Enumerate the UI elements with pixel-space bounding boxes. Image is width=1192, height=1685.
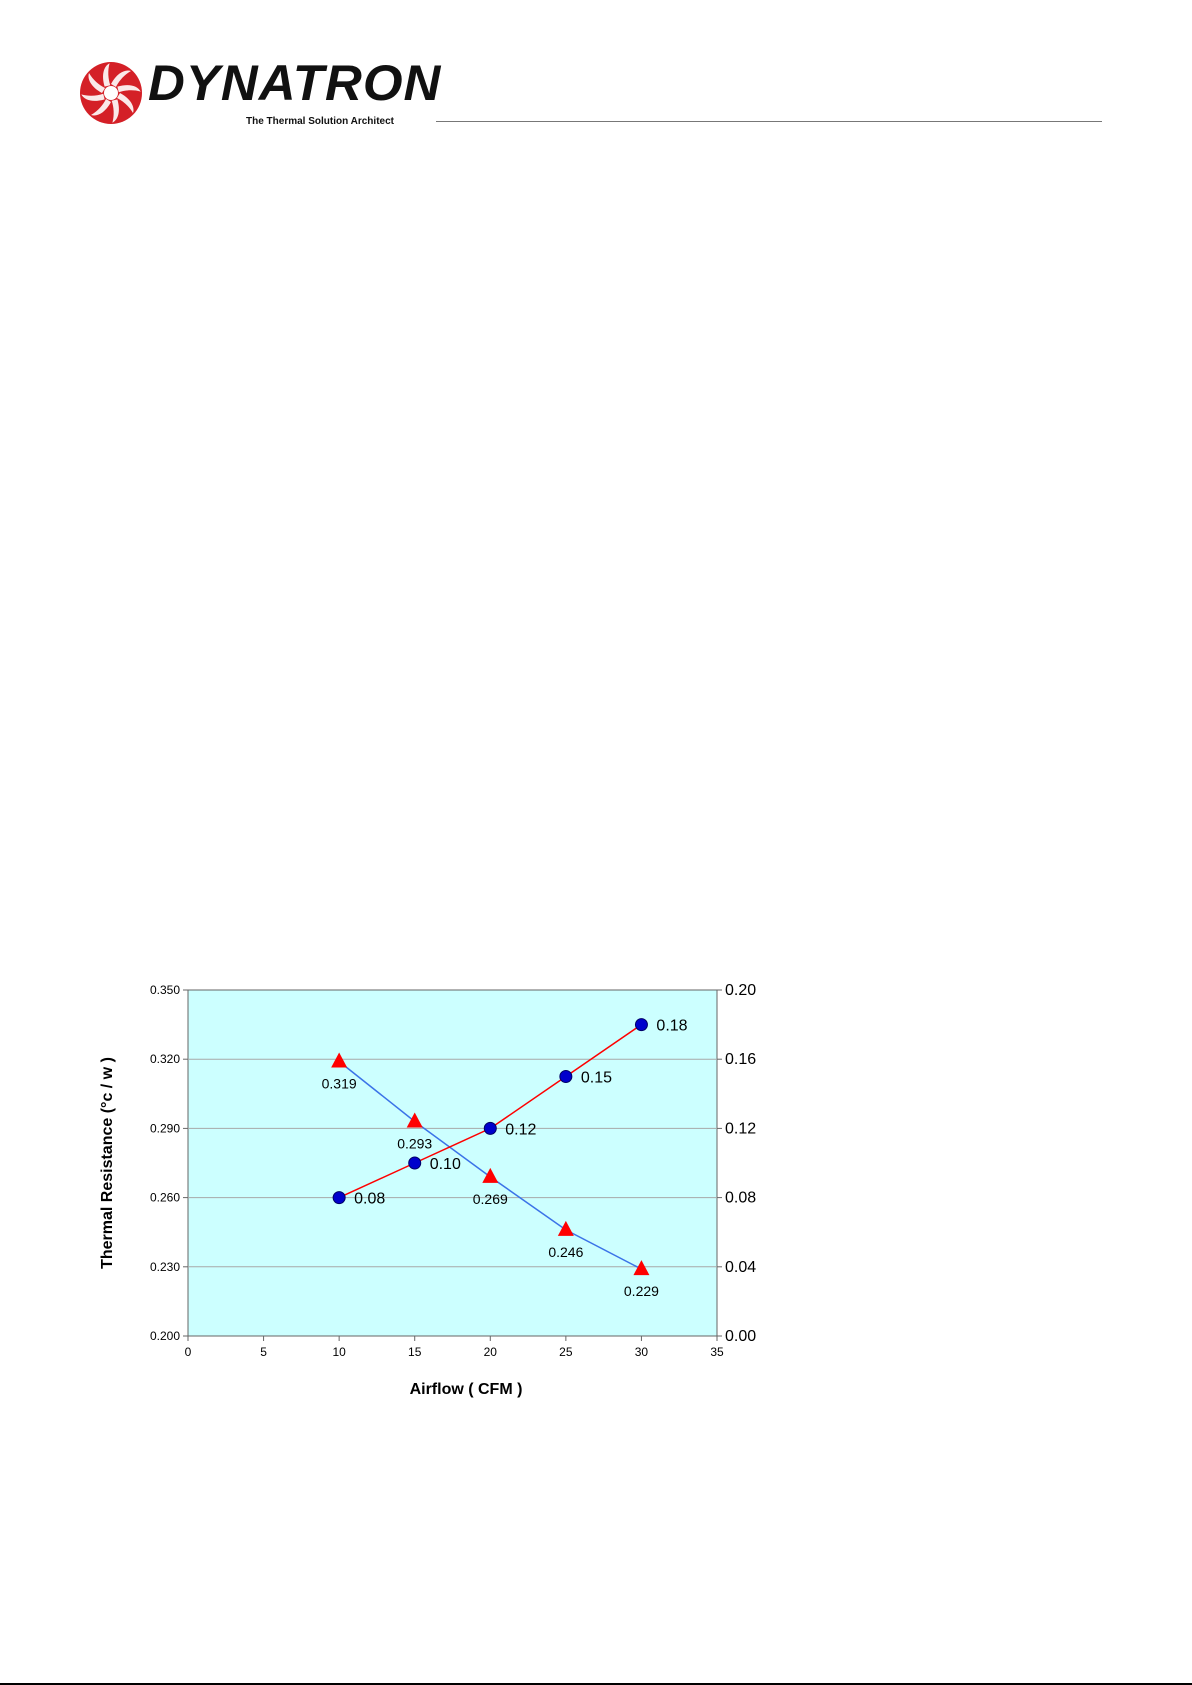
data-label: 0.293 — [397, 1135, 432, 1151]
y-tick-label: 0.260 — [150, 1191, 180, 1205]
y-tick-label: 0.230 — [150, 1260, 180, 1274]
y-tick-label: 0.290 — [150, 1121, 180, 1135]
grid-lines — [188, 1058, 717, 1268]
x-tick-label: 20 — [484, 1345, 498, 1359]
circle-marker — [634, 1018, 648, 1032]
data-label: 0.15 — [581, 1070, 612, 1087]
dynatron-logo-icon — [80, 62, 142, 124]
data-label: 0.18 — [656, 1018, 687, 1035]
x-tick-label: 5 — [260, 1345, 267, 1359]
y2-tick-label: 0.00 — [725, 1328, 756, 1345]
y-tick-label: 0.200 — [150, 1329, 180, 1343]
y-axis-title: Thermal Resistance (°c / w ) — [99, 1057, 116, 1269]
axes: 0.2000.2300.2600.2900.3200.3500.000.040.… — [150, 982, 756, 1359]
triangle-marker — [331, 1052, 348, 1068]
y2-tick-label: 0.04 — [725, 1259, 756, 1276]
y2-tick-label: 0.20 — [725, 982, 756, 999]
y2-tick-label: 0.16 — [725, 1051, 756, 1068]
x-axis-title: Airflow ( CFM ) — [410, 1381, 523, 1398]
data-label: 0.10 — [430, 1156, 461, 1173]
circle-marker — [559, 1070, 573, 1083]
x-tick-label: 15 — [408, 1345, 422, 1359]
x-tick-label: 0 — [185, 1345, 192, 1359]
header-divider — [436, 121, 1102, 122]
page-bottom-rule — [0, 1683, 1192, 1685]
data-label: 0.269 — [473, 1191, 508, 1207]
series — [331, 1018, 650, 1276]
circle-marker — [483, 1121, 497, 1135]
data-label: 0.319 — [322, 1076, 357, 1092]
brand-name: DYNATRON — [148, 55, 442, 111]
x-tick-label: 25 — [559, 1345, 573, 1359]
page-header: DYNATRON The Thermal Solution Architect — [0, 0, 1192, 140]
triangle-marker — [406, 1112, 423, 1128]
y2-tick-label: 0.12 — [725, 1120, 756, 1137]
data-label: 0.229 — [624, 1283, 659, 1299]
x-tick-label: 10 — [332, 1345, 346, 1359]
y-tick-label: 0.350 — [150, 983, 180, 997]
triangle-marker — [482, 1167, 499, 1183]
data-label: 0.08 — [354, 1191, 385, 1208]
x-tick-label: 30 — [635, 1345, 649, 1359]
triangle-marker — [557, 1220, 574, 1236]
y-tick-label: 0.320 — [150, 1052, 180, 1066]
brand-tagline: The Thermal Solution Architect — [246, 116, 394, 127]
data-labels: 0.319 0.293 0.269 0.246 0.229 0.08 0.10 0.12 0.1… — [322, 1018, 688, 1300]
x-tick-label: 35 — [710, 1345, 724, 1359]
circle-marker — [408, 1156, 422, 1170]
circle-marker — [332, 1191, 346, 1205]
data-label: 0.246 — [548, 1244, 583, 1260]
triangle-marker — [633, 1260, 650, 1276]
y2-tick-label: 0.08 — [725, 1190, 756, 1207]
data-label: 0.12 — [505, 1121, 536, 1138]
airflow-chart: 0.2000.2300.2600.2900.3200.3500.000.040.… — [99, 982, 756, 1398]
plot-area — [187, 989, 718, 1337]
